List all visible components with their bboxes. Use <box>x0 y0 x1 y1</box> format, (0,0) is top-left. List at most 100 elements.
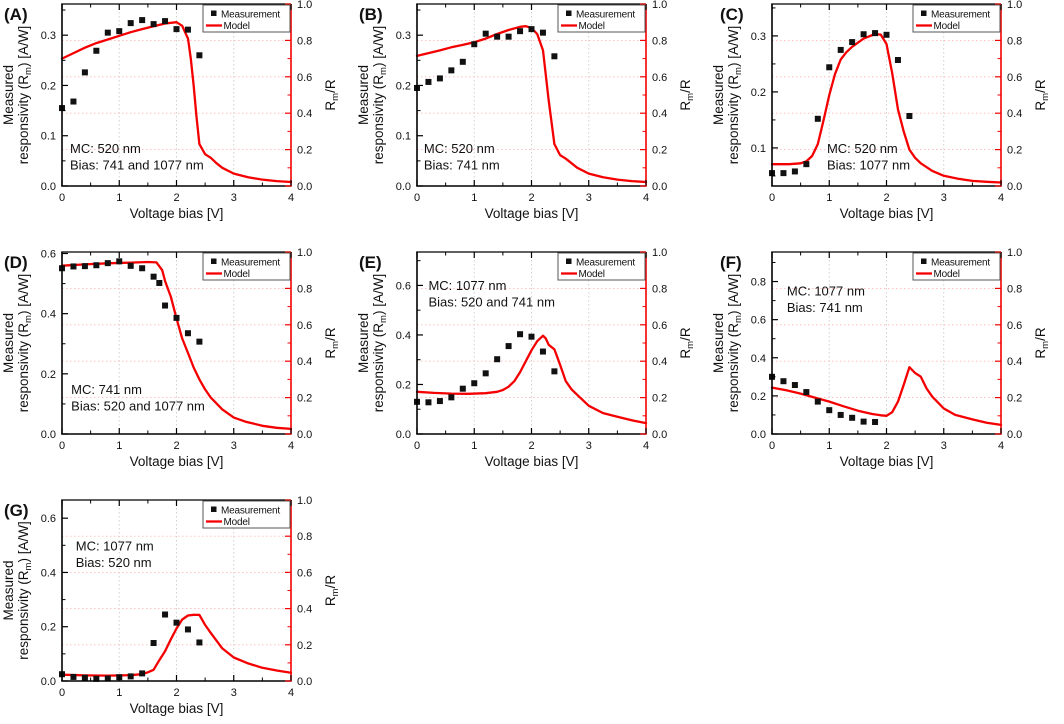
panel-d: 0 1 2 3 4 0.0 0.2 0.4 0.6 0.0 0.2 0.4 0.6 0.8 1.0 Measu… <box>0 240 355 485</box>
x-tick-label: 3 <box>586 192 592 204</box>
panel-e: 0 1 2 3 4 0.0 0.2 0.4 0.6 0.0 0.2 0.4 0.6 0.8 1.0 Measu… <box>355 240 710 485</box>
measurement-point <box>780 378 787 385</box>
y-left-tick-label: 0.1 <box>751 143 766 155</box>
panel-b: 0 1 2 3 4 0.0 0.1 0.2 0.3 0.0 0.2 0.4 0.6 0.8 1.0 Measu… <box>355 0 710 240</box>
legend-box <box>557 4 646 33</box>
y-right-tick-label: 0.2 <box>652 145 667 157</box>
measurement-point <box>849 414 856 421</box>
axis-ticks: 0 1 2 3 40.00.20.40.60.00.20.40.60.81.0 <box>396 247 668 452</box>
y-axis-right-title: Rm/R <box>678 327 696 358</box>
y-axis-left-title-line2: responsivity (Rm) [A/W] <box>16 274 34 412</box>
measurement-point <box>826 407 833 414</box>
annotation-line: Bias: 520 and 741 nm <box>428 295 554 310</box>
measurement-point <box>459 385 466 392</box>
y-axis-right-title: Rm/R <box>1033 327 1051 358</box>
measurement-point <box>93 675 100 682</box>
y-right-tick-label: 0.6 <box>1007 320 1022 332</box>
measurement-point <box>528 333 535 340</box>
y-right-tick-label: 1.0 <box>652 247 667 259</box>
annotation: MC: 520 nm Bias: 1077 nm <box>827 141 910 173</box>
measurement-point <box>162 611 169 618</box>
y-right-tick-label: 0.2 <box>652 393 667 405</box>
measurement-point <box>803 161 810 168</box>
panel-label: (A) <box>4 5 28 24</box>
measurement-point <box>173 619 180 626</box>
y-left-tick-label: 0.6 <box>396 280 411 292</box>
legend-box <box>912 252 1001 281</box>
legend-measurement-label: Measurement <box>221 258 280 269</box>
measurement-point <box>528 26 535 33</box>
legend-measurement-label: Measurement <box>576 10 635 21</box>
measurement-point <box>139 670 146 677</box>
y-right-tick-label: 0.0 <box>652 429 667 441</box>
measurement-point <box>162 302 169 309</box>
x-tick-label: 1 <box>471 440 477 452</box>
axis-ticks: 0 1 2 3 40.00.10.20.30.00.20.40.60.81.0 <box>396 0 668 204</box>
x-tick-label: 1 <box>116 192 122 204</box>
y-axis-left-title-line2: responsivity (Rm) [A/W] <box>371 274 389 412</box>
y-left-tick-label: 0.0 <box>751 429 766 441</box>
y-right-tick-label: 0.4 <box>652 356 667 368</box>
annotation-line: MC: 520 nm <box>70 141 141 156</box>
y-axis-right-title: Rm/R <box>678 79 696 110</box>
y-axis-right-title: Rm/R <box>323 327 341 358</box>
panel-g-chart: 0 1 2 3 40.00.20.40.60.00.20.40.60.81.0Measu… <box>1 495 341 716</box>
measurement-point <box>425 399 432 406</box>
measurement-point <box>459 58 466 65</box>
panel-c-chart: 0 1 2 3 4 0.1 0.2 0.3 0.0 0.2 0.4 0.6 0.8 1.0 Measurem… <box>711 0 1051 221</box>
measurement-point <box>93 47 100 54</box>
x-axis-title: Voltage bias [V] <box>840 206 934 221</box>
y-right-tick-label: 0.6 <box>297 567 312 579</box>
measurement-point <box>127 673 134 680</box>
measurement-point <box>539 348 546 355</box>
axis-ticks: 0 1 2 3 40.00.20.40.60.00.20.40.60.81.0 <box>41 247 313 452</box>
annotation-line: MC: 1077 nm <box>787 284 865 299</box>
panel-label: (E) <box>359 253 382 272</box>
measurement-point <box>150 640 157 647</box>
y-right-tick-label: 0.2 <box>1007 393 1022 405</box>
x-tick-label: 4 <box>288 192 294 204</box>
measurement-point <box>127 262 134 269</box>
x-axis-title: Voltage bias [V] <box>130 701 224 716</box>
y-right-tick-label: 0.6 <box>652 72 667 84</box>
measurement-point <box>156 279 163 286</box>
panel-f: 0 1 2 3 4 0.0 0.2 0.4 0.6 0.8 0.0 0.2 0.4 0.6 0.8 1.0 Me… <box>710 240 1064 485</box>
y-axis-right-title: Rm/R <box>1033 79 1051 110</box>
y-axis-left-title-line2: responsivity (Rm) [A/W] <box>726 26 744 164</box>
annotation: MC: 520 nm Bias: 741 nm <box>424 141 500 173</box>
panel-g: 0 1 2 3 4 0.0 0.2 0.4 0.6 0.0 0.2 0.4 0.6 0.8 1.0 Measu… <box>0 485 355 724</box>
y-left-tick-label: 0.8 <box>751 277 766 289</box>
y-left-tick-label: 0.3 <box>396 30 411 42</box>
y-left-tick-label: 0.1 <box>41 131 56 143</box>
y-right-tick-label: 0.0 <box>1007 429 1022 441</box>
legend-box <box>202 4 291 33</box>
x-tick-label: 3 <box>586 440 592 452</box>
model-line <box>60 21 293 184</box>
y-left-tick-label: 0.0 <box>41 676 56 688</box>
x-tick-label: 1 <box>116 687 122 699</box>
measurement-point <box>184 26 191 33</box>
x-tick-label: 1 <box>826 440 832 452</box>
measurement-point <box>81 69 88 76</box>
annotation-line: Bias: 741 nm <box>424 158 500 173</box>
measurement-point <box>471 380 478 387</box>
x-tick-label: 1 <box>826 192 832 204</box>
measurement-point <box>517 28 524 35</box>
measurement-points <box>414 26 558 91</box>
model-line <box>770 366 1003 427</box>
measurement-point <box>139 17 146 24</box>
annotation-line: MC: 1077 nm <box>428 278 506 293</box>
annotation: MC: 520 nm Bias: 741 and 1077 nm <box>70 141 204 173</box>
y-left-tick-label: 0.0 <box>41 429 56 441</box>
y-axis-left-title-line2: responsivity (Rm) [A/W] <box>726 274 744 412</box>
measurement-point <box>551 53 558 60</box>
y-right-tick-label: 0.4 <box>297 356 312 368</box>
y-right-tick-label: 0.4 <box>297 604 312 616</box>
measurement-point <box>505 343 512 350</box>
